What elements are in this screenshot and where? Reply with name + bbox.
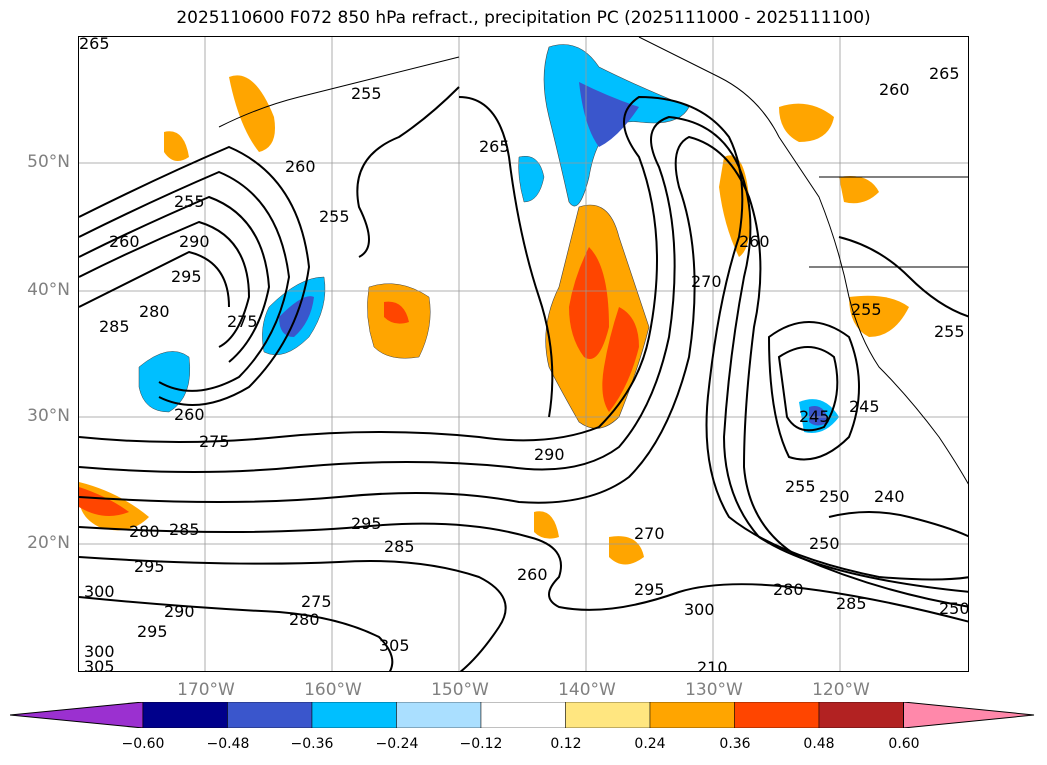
contour-label: 280: [289, 610, 320, 629]
contour-label: 275: [227, 312, 258, 331]
contour-label: 260: [174, 405, 205, 424]
colorbar-tick: −0.12: [459, 736, 503, 752]
contour-label: 290: [179, 232, 210, 251]
contour-label: 270: [691, 272, 722, 291]
contour-label: 280: [129, 522, 160, 541]
colorbar-tick: 0.24: [634, 736, 666, 752]
contour-label: 255: [851, 300, 882, 319]
colorbar-segment: [818, 702, 904, 728]
lon-label-130w: 130°W: [685, 680, 743, 700]
contour-label: 260: [879, 80, 910, 99]
contour-label: 265: [79, 37, 110, 53]
colorbar-segment: [396, 702, 482, 728]
lat-label-40n: 40°N: [27, 280, 70, 300]
colorbar-segment: [311, 702, 397, 728]
lat-label-20n: 20°N: [27, 533, 70, 553]
contour-label: 285: [836, 594, 867, 613]
contour-label: 300: [684, 600, 715, 619]
colorbar-tick: 0.12: [550, 736, 582, 752]
contour-label: 275: [301, 592, 332, 611]
contour-label: 255: [934, 322, 965, 341]
contour-label: 270: [634, 524, 665, 543]
lat-label-30n: 30°N: [27, 406, 70, 426]
lon-label-150w: 150°W: [431, 680, 489, 700]
colorbar-tick: −0.36: [290, 736, 334, 752]
contour-label: 275: [199, 432, 230, 451]
contour-label: 255: [785, 477, 816, 496]
map-title: 2025110600 F072 850 hPa refract., precip…: [176, 8, 871, 28]
contour-label: 210: [697, 658, 728, 672]
contour-label: 255: [351, 84, 382, 103]
colorbar-segment: [142, 702, 228, 728]
contour-label: 295: [634, 580, 665, 599]
contour-labels: 265 255 265 260 265 260 255 255 260 290 …: [79, 37, 969, 672]
contour-label: 285: [384, 537, 415, 556]
colorbar-segment: [10, 702, 144, 728]
map-panel: 265 255 265 260 265 260 255 255 260 290 …: [78, 36, 969, 672]
colorbar-tick: 0.60: [888, 736, 920, 752]
contour-label: 245: [799, 407, 830, 426]
contour-label: 260: [739, 232, 770, 251]
contour-label: 285: [99, 317, 130, 336]
refractivity-contours: [79, 86, 968, 671]
lon-label-140w: 140°W: [558, 680, 616, 700]
contour-label: 305: [379, 636, 410, 655]
contour-label: 295: [134, 557, 165, 576]
contour-label: 260: [517, 565, 548, 584]
lon-label-120w: 120°W: [812, 680, 870, 700]
lon-label-160w: 160°W: [304, 680, 362, 700]
contour-label: 245: [849, 397, 880, 416]
contour-label: 250: [939, 599, 969, 618]
contour-label: 295: [137, 622, 168, 641]
contour-label: 265: [929, 64, 960, 83]
contour-label: 295: [171, 267, 202, 286]
contour-label: 255: [174, 192, 205, 211]
contour-label: 260: [109, 232, 140, 251]
colorbar-tick: −0.48: [206, 736, 250, 752]
contour-label: 260: [285, 157, 316, 176]
lat-label-50n: 50°N: [27, 152, 70, 172]
contour-label: 250: [809, 534, 840, 553]
contour-label: 280: [773, 580, 804, 599]
precip-shading: [79, 44, 909, 565]
contour-label: 265: [479, 137, 510, 156]
contour-label: 255: [319, 207, 350, 226]
contour-label: 295: [351, 514, 382, 533]
colorbar-segment: [734, 702, 820, 728]
map-canvas: 265 255 265 260 265 260 255 255 260 290 …: [79, 37, 969, 672]
colorbar-segment: [480, 702, 566, 728]
contour-label: 240: [874, 487, 905, 506]
colorbar-segment: [227, 702, 313, 728]
colorbar: [10, 702, 1035, 728]
colorbar-tick: 0.36: [719, 736, 751, 752]
contour-label: 290: [534, 445, 565, 464]
contour-label: 285: [169, 520, 200, 539]
coastlines: [218, 37, 968, 485]
lon-label-170w: 170°W: [177, 680, 235, 700]
colorbar-tick: 0.48: [803, 736, 835, 752]
contour-label: 300: [84, 642, 115, 661]
colorbar-segment: [649, 702, 735, 728]
colorbar-segment: [903, 702, 1035, 728]
contour-label: 305: [84, 657, 115, 672]
colorbar-segment: [565, 702, 651, 728]
contour-label: 290: [164, 602, 195, 621]
contour-label: 300: [84, 582, 115, 601]
contour-label: 250: [819, 487, 850, 506]
colorbar-tick: −0.24: [375, 736, 419, 752]
colorbar-tick: −0.60: [121, 736, 165, 752]
contour-label: 280: [139, 302, 170, 321]
